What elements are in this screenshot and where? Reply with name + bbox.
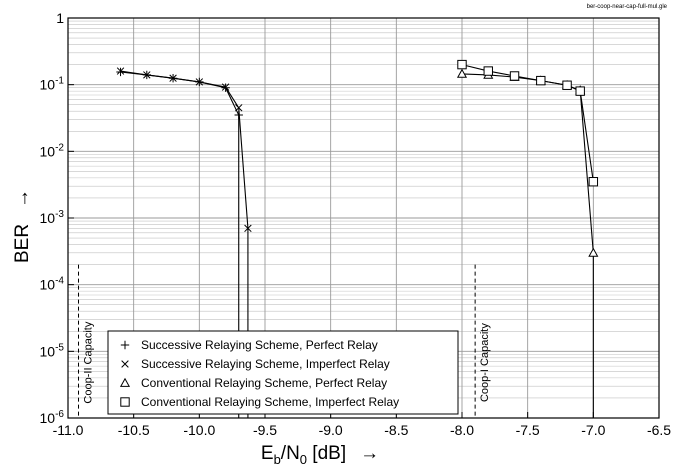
x-tick-label: -8.5 [384, 422, 408, 438]
y-tick-label: 10-3 [40, 209, 65, 226]
cross-marker [244, 224, 252, 233]
cross-marker [195, 78, 204, 86]
series-line [120, 71, 240, 116]
square-marker [509, 71, 520, 81]
capacity-lines: Coop-II Capacity Coop-I Capacity [78, 264, 491, 418]
x-tick-label: -11.0 [53, 422, 84, 438]
y-tick-label: 10-4 [40, 276, 65, 293]
triangle-marker [588, 247, 599, 257]
axis-ticks: -11.0 -10.5 -10.0 -9.5 -9.0 -8.5 -8.0 -7.5 -7.0 -… [40, 10, 672, 438]
square-marker [457, 59, 467, 70]
y-tick-label: 10-5 [40, 342, 65, 359]
legend-box [107, 330, 459, 415]
cross-marker [121, 360, 129, 368]
plus-marker [116, 67, 125, 77]
legend-entry: Conventional Relaying Scheme, Imperfect … [141, 395, 399, 409]
x-tick-label: -10.5 [118, 422, 150, 438]
x-tick-label: -9.5 [253, 422, 277, 438]
y-tick-label: 1 [56, 10, 64, 26]
x-tick-label: -10.0 [183, 422, 215, 438]
x-tick-label: -7.5 [516, 422, 540, 438]
data-series [116, 59, 599, 418]
legend: Successive Relaying Scheme, Perfect Rela… [107, 330, 459, 415]
y-axis-label: BER→ [12, 189, 33, 263]
legend-entry: Successive Relaying Scheme, Imperfect Re… [141, 357, 390, 371]
x-tick-label: -8.0 [450, 422, 474, 438]
x-tick-label: -7.0 [581, 422, 605, 438]
y-tick-label: 10-1 [40, 76, 65, 93]
legend-entry: Conventional Relaying Scheme, Perfect Re… [141, 376, 387, 390]
plus-marker [120, 340, 130, 350]
cross-marker [235, 104, 243, 112]
y-tick-label: 10-6 [40, 409, 65, 426]
square-marker [120, 397, 130, 407]
square-marker [536, 75, 546, 86]
legend-entry: Successive Relaying Scheme, Perfect Rela… [141, 338, 378, 352]
cross-marker [116, 67, 125, 75]
square-marker [575, 86, 585, 96]
square-marker [588, 177, 599, 187]
triangle-marker [456, 68, 468, 78]
cross-marker [169, 74, 177, 82]
x-tick-label: -6.5 [647, 422, 671, 438]
square-marker [483, 66, 493, 76]
capacity-label: Coop-I Capacity [479, 323, 491, 402]
square-marker [562, 80, 572, 90]
cross-marker [143, 71, 151, 79]
plus-marker [234, 110, 243, 120]
y-tick-label: 10-2 [40, 142, 65, 159]
triangle-marker [119, 377, 131, 387]
cross-marker [221, 83, 230, 91]
x-axis-label: Eb/N0 [dB] → [261, 443, 379, 466]
x-tick-label: -9.0 [319, 422, 343, 438]
filename-label: ber-coop-near-cap-full-mul.gle [587, 4, 668, 10]
capacity-label: Coop-II Capacity [83, 321, 95, 403]
